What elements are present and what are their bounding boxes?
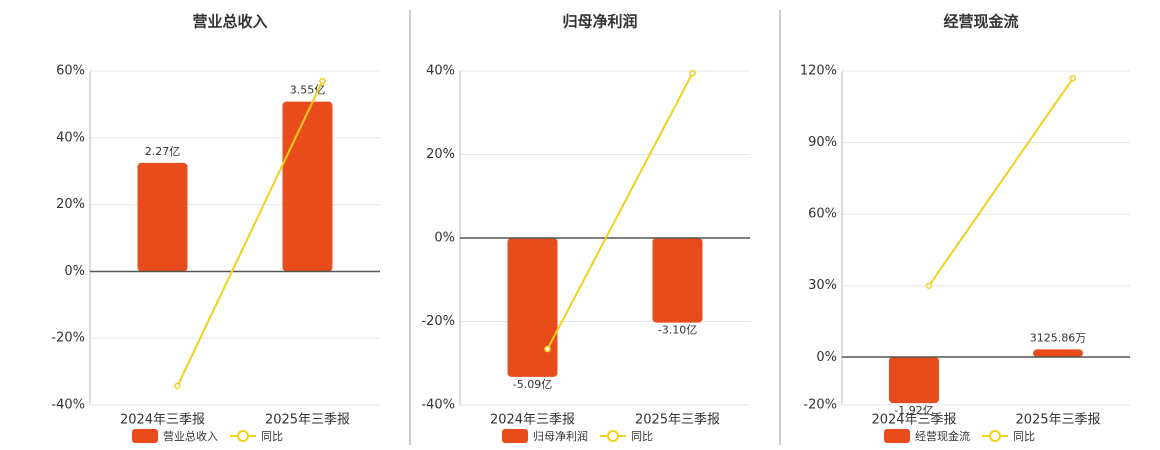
x-tick-label: 2024年三季报: [490, 413, 575, 428]
y-tick-label: 60%: [808, 207, 837, 222]
legend-swatch: [132, 429, 158, 443]
bar: [137, 162, 188, 272]
chart-title: 归母净利润: [562, 13, 637, 31]
y-tick-label: 40%: [426, 64, 455, 79]
y-tick-label: 40%: [56, 130, 85, 145]
y-tick-label: -20%: [421, 314, 455, 329]
legend-label: 归母净利润: [533, 429, 588, 443]
legend-swatch: [607, 430, 619, 442]
y-tick-label: 20%: [426, 147, 455, 162]
legend-label: 同比: [1013, 430, 1035, 443]
bar: [507, 238, 558, 377]
line: [176, 80, 324, 387]
line-point: [925, 282, 933, 289]
y-tick-label: 90%: [808, 135, 837, 150]
y-tick-label: -20%: [803, 398, 837, 413]
line-point: [319, 77, 326, 85]
legend-label: 同比: [261, 430, 283, 443]
bar: [282, 101, 333, 272]
legend-label: 同比: [631, 430, 653, 443]
line: [546, 72, 694, 350]
line-point: [174, 382, 181, 390]
y-tick-label: -40%: [51, 398, 85, 413]
line-point: [544, 345, 551, 353]
y-tick-label: 60%: [56, 64, 85, 79]
value-label: -5.09亿: [513, 378, 552, 391]
y-tick-label: 0%: [64, 264, 85, 279]
y-tick-label: 0%: [816, 350, 837, 365]
line-point: [689, 69, 696, 77]
y-tick-label: 20%: [56, 197, 85, 212]
legend-swatch: [502, 429, 528, 443]
x-tick-label: 2025年三季报: [635, 413, 720, 428]
x-tick-label: 2025年三季报: [265, 413, 350, 428]
chart-title: 营业总收入: [192, 13, 267, 31]
y-tick-label: 30%: [808, 278, 837, 293]
legend-swatch: [884, 429, 910, 443]
x-tick-label: 2025年三季报: [1015, 413, 1100, 428]
y-tick-label: -40%: [421, 398, 455, 413]
chart-title: 经营现金流: [943, 13, 1018, 31]
value-label: -1.92亿: [894, 404, 933, 417]
legend-label: 营业总收入: [163, 429, 218, 443]
legend-swatch: [989, 430, 1001, 442]
y-tick-label: -20%: [51, 331, 85, 346]
y-tick-label: 120%: [800, 64, 837, 79]
value-label: 3125.86万: [1030, 331, 1087, 344]
bar: [889, 356, 939, 404]
legend-label: 经营现金流: [915, 429, 970, 443]
bar: [652, 238, 703, 323]
y-tick-label: 0%: [434, 231, 455, 246]
legend-swatch: [237, 430, 249, 442]
bar: [1033, 349, 1083, 357]
x-tick-label: 2024年三季报: [120, 413, 205, 428]
value-label: -3.10亿: [658, 324, 697, 337]
line-point: [1069, 74, 1077, 82]
value-label: 2.27亿: [145, 145, 181, 158]
x-tick-label: 2024年三季报: [871, 413, 956, 428]
line: [928, 77, 1074, 287]
